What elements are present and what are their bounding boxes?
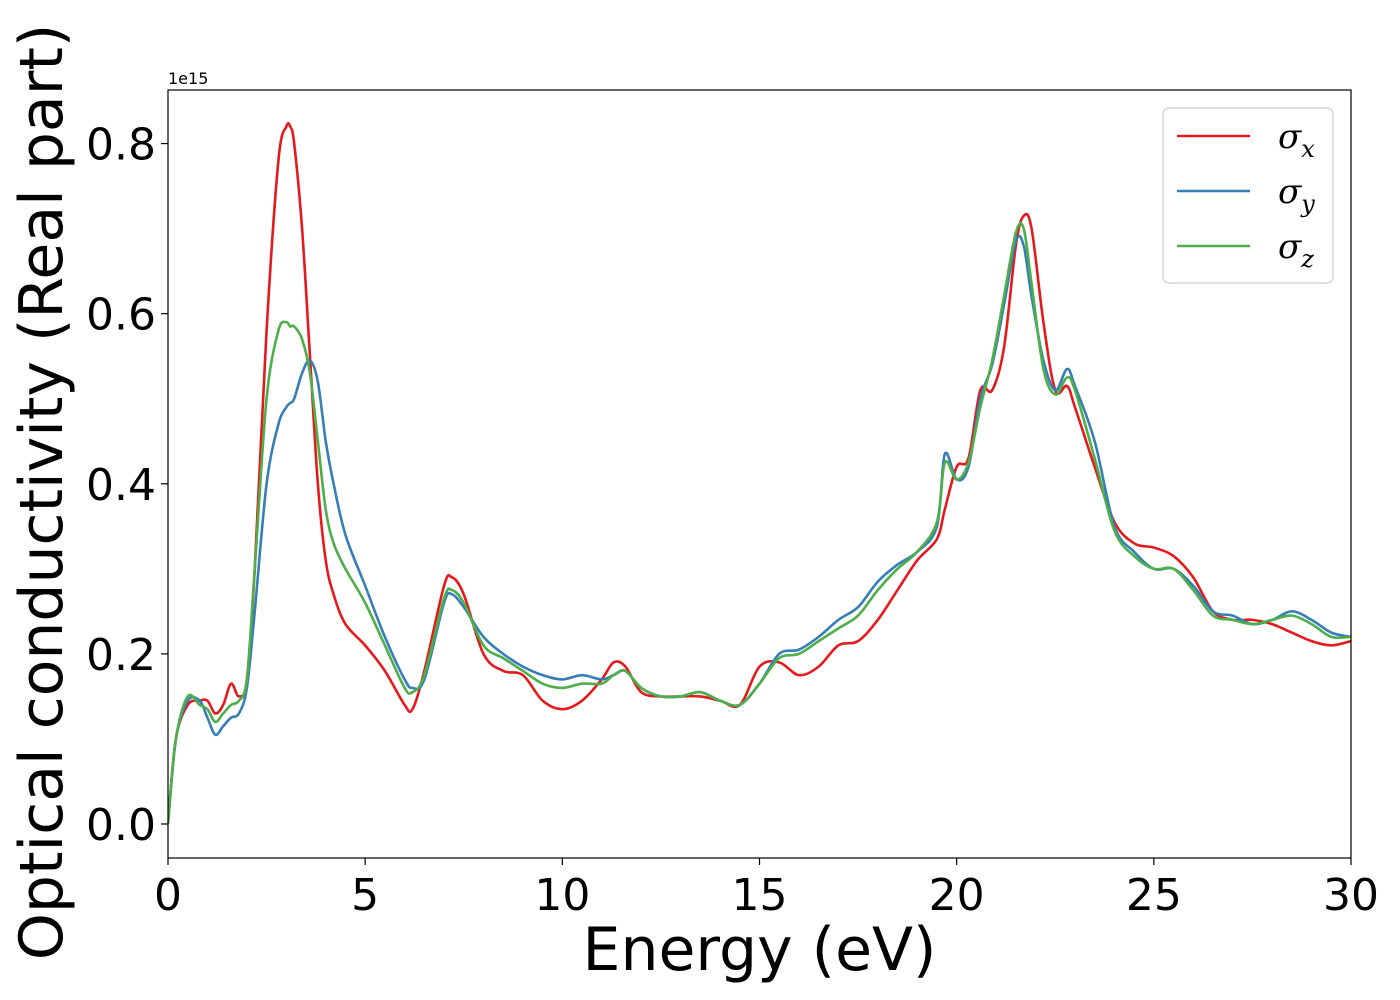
y-axis: 0.0 0.2 0.4 0.6 0.8	[86, 120, 168, 851]
legend-label-z: σz	[1278, 227, 1314, 273]
x-axis-title: Energy (eV)	[583, 915, 937, 985]
y-tick-label: 0.4	[86, 460, 156, 511]
x-tick-label: 25	[1126, 870, 1182, 921]
series-line-z	[168, 221, 1351, 825]
y-offset-label: 1e15	[168, 69, 208, 88]
legend-box	[1162, 107, 1334, 284]
y-tick-label: 0.2	[86, 630, 156, 681]
series-layer	[168, 122, 1351, 825]
legend-symbol: σ	[1278, 227, 1302, 267]
legend-subscript: x	[1301, 135, 1315, 163]
x-tick-label: 5	[351, 870, 379, 921]
x-axis: 0 5 10 15 20 25 30	[154, 858, 1379, 921]
legend-subscript: z	[1300, 245, 1314, 273]
legend-label-y: σy	[1278, 172, 1315, 218]
legend-symbol: σ	[1278, 172, 1302, 212]
x-tick-label: 0	[154, 870, 182, 921]
x-tick-label: 15	[732, 870, 788, 921]
series-line-y	[168, 234, 1351, 825]
x-tick-label: 30	[1323, 870, 1379, 921]
x-tick-label: 20	[929, 870, 985, 921]
x-tick-label: 10	[534, 870, 590, 921]
y-tick-label: 0.8	[86, 120, 156, 171]
y-tick-label: 0.6	[86, 290, 156, 341]
y-axis-title: Optical conductivity (Real part)	[7, 24, 77, 961]
legend-subscript: y	[1300, 190, 1315, 218]
legend-label-x: σx	[1278, 117, 1315, 163]
series-line-x	[168, 122, 1351, 825]
y-tick-label: 0.0	[86, 800, 156, 851]
legend-symbol: σ	[1278, 117, 1302, 157]
